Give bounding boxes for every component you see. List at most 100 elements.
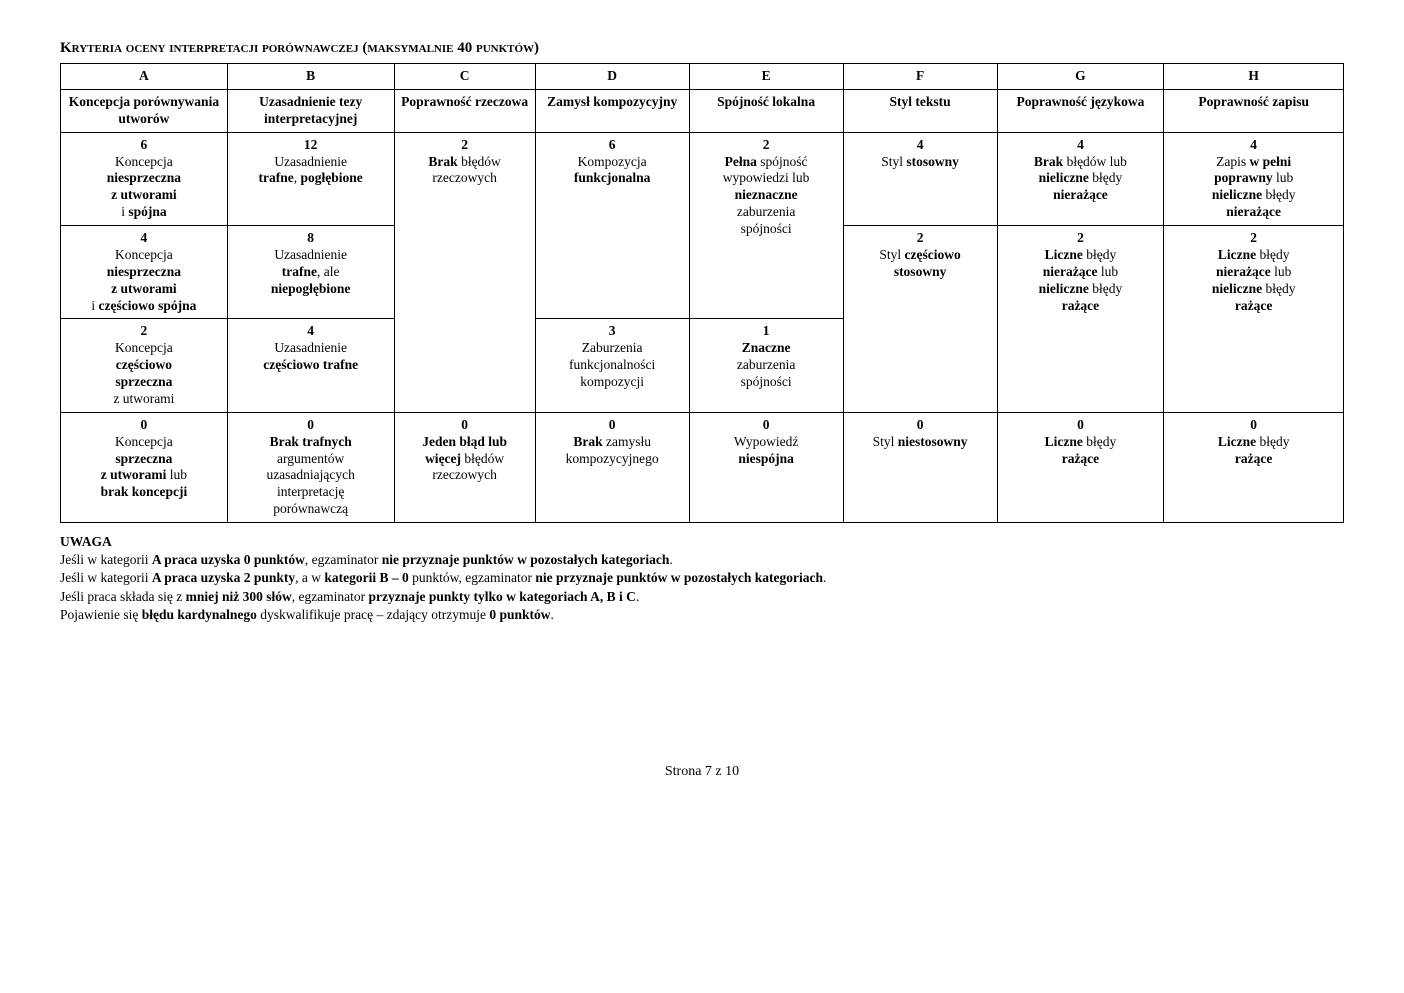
cell-text: Kompozycja: [578, 154, 647, 169]
cell-text: funkcjonalności: [569, 357, 655, 372]
cell-text: w pełni: [1250, 154, 1292, 169]
cell-text: sprzeczna: [115, 374, 172, 389]
cell: 0 Brak zamysłu kompozycyjnego: [535, 412, 689, 522]
cell-text: stosowny: [894, 264, 947, 279]
col-header: Poprawność rzeczowa: [394, 89, 535, 132]
cell-text: błędy: [1083, 247, 1116, 262]
cell-points: 2: [141, 323, 148, 338]
cell-text: rażące: [1235, 298, 1272, 313]
cell: 0 Koncepcja sprzeczna z utworami lub bra…: [61, 412, 228, 522]
cell-text: Koncepcja: [115, 434, 173, 449]
cell: 4 Zapis w pełni poprawny lub nieliczne b…: [1164, 132, 1344, 225]
note-text: .: [550, 607, 553, 622]
cell-points: 2: [917, 230, 924, 245]
note-text: nie przyznaje punktów w pozostałych kate…: [382, 552, 670, 567]
cell-text: niespójna: [738, 451, 794, 466]
cell-text: lub: [1097, 264, 1118, 279]
table-row: Koncepcja porównywania utworów Uzasadnie…: [61, 89, 1344, 132]
cell-text: zaburzenia: [737, 204, 795, 219]
cell-points: 1: [763, 323, 770, 338]
cell-text: nieliczne: [1039, 170, 1089, 185]
cell-text: porównawczą: [273, 501, 348, 516]
cell: 2 Liczne błędy nierażące lub nieliczne b…: [1164, 226, 1344, 413]
cell-text: częściowo: [905, 247, 961, 262]
cell-text: Znaczne: [742, 340, 791, 355]
col-header: Zamysł kompozycyjny: [535, 89, 689, 132]
table-row: 6 Koncepcja niesprzeczna z utworami i sp…: [61, 132, 1344, 225]
col-letter: H: [1164, 64, 1344, 90]
cell: 4 Koncepcja niesprzeczna z utworami i cz…: [61, 226, 228, 319]
col-letter: A: [61, 64, 228, 90]
cell-text: błędy: [1262, 281, 1295, 296]
cell-text: rzeczowych: [432, 467, 496, 482]
cell-points: 4: [307, 323, 314, 338]
cell-text: interpretację: [277, 484, 344, 499]
note-text: , a w: [295, 570, 324, 585]
cell: 8 Uzasadnienie trafne, ale niepogłębione: [227, 226, 394, 319]
criteria-table: A B C D E F G H Koncepcja porównywania u…: [60, 63, 1344, 523]
uwaga-label: UWAGA: [60, 534, 112, 549]
col-header: Spójność lokalna: [689, 89, 843, 132]
col-header: Uzasadnienie tezy interpretacyjnej: [227, 89, 394, 132]
col-letter: E: [689, 64, 843, 90]
cell-text: częściowo: [116, 357, 172, 372]
cell-text: nierażące: [1053, 187, 1108, 202]
cell-points: 12: [304, 137, 318, 152]
cell-text: Koncepcja: [115, 340, 173, 355]
cell-text: Pełna: [725, 154, 757, 169]
cell: 2 Styl częściowo stosowny: [843, 226, 997, 413]
col-letter: F: [843, 64, 997, 90]
cell-text: nieliczne: [1039, 281, 1089, 296]
cell-text: lub: [1271, 264, 1292, 279]
cell-text: Zaburzenia: [582, 340, 643, 355]
note-text: punktów, egzaminator: [409, 570, 536, 585]
cell-points: 6: [609, 137, 616, 152]
cell-points: 2: [763, 137, 770, 152]
note-text: A praca uzyska 0 punktów: [152, 552, 305, 567]
cell: 4 Styl stosowny: [843, 132, 997, 225]
cell-text: nieliczne: [1212, 281, 1262, 296]
cell-points: 6: [141, 137, 148, 152]
cell-text: kompozycji: [580, 374, 644, 389]
note-text: A praca uzyska 2 punkty: [152, 570, 295, 585]
col-header: Poprawność zapisu: [1164, 89, 1344, 132]
cell-text: Liczne: [1218, 434, 1256, 449]
note-text: .: [823, 570, 826, 585]
cell-text: trafne: [282, 264, 317, 279]
cell-text: błędy: [1089, 170, 1122, 185]
cell-text: błędów lub: [1063, 154, 1127, 169]
col-letter: C: [394, 64, 535, 90]
cell: 12 Uzasadnienie trafne, pogłębione: [227, 132, 394, 225]
cell-text: funkcjonalna: [574, 170, 651, 185]
cell-text: ,: [294, 170, 301, 185]
cell-text: Koncepcja: [115, 247, 173, 262]
note-text: błędu kardynalnego: [142, 607, 257, 622]
cell-text: więcej: [425, 451, 461, 466]
cell-text: z utworami: [101, 467, 167, 482]
table-row: A B C D E F G H: [61, 64, 1344, 90]
cell: 4 Brak błędów lub nieliczne błędy nieraż…: [997, 132, 1164, 225]
cell-text: Styl: [881, 154, 906, 169]
page-title: Kryteria oceny interpretacji porównawcze…: [60, 40, 1344, 57]
cell-text: stosowny: [906, 154, 959, 169]
cell-points: 2: [1250, 230, 1257, 245]
cell-text: wypowiedzi lub: [723, 170, 810, 185]
cell-text: spójności: [741, 374, 792, 389]
cell-text: częściowo spójna: [99, 298, 197, 313]
cell-points: 0: [461, 417, 468, 432]
cell: 0 Liczne błędy rażące: [1164, 412, 1344, 522]
note-text: Pojawienie się: [60, 607, 142, 622]
cell-text: błędów: [458, 154, 501, 169]
cell-text: Brak trafnych: [270, 434, 352, 449]
cell: 0 Brak trafnych argumentów uzasadniający…: [227, 412, 394, 522]
cell-text: lub: [1273, 170, 1294, 185]
cell-points: 4: [1250, 137, 1257, 152]
cell: 6 Koncepcja niesprzeczna z utworami i sp…: [61, 132, 228, 225]
cell-text: Uzasadnienie: [274, 247, 347, 262]
cell-text: Liczne: [1218, 247, 1256, 262]
page-footer: Strona 7 z 10: [60, 764, 1344, 780]
col-header: Poprawność językowa: [997, 89, 1164, 132]
note-text: , egzaminator: [292, 589, 369, 604]
cell-text: brak koncepcji: [101, 484, 188, 499]
cell-text: Liczne: [1045, 434, 1083, 449]
